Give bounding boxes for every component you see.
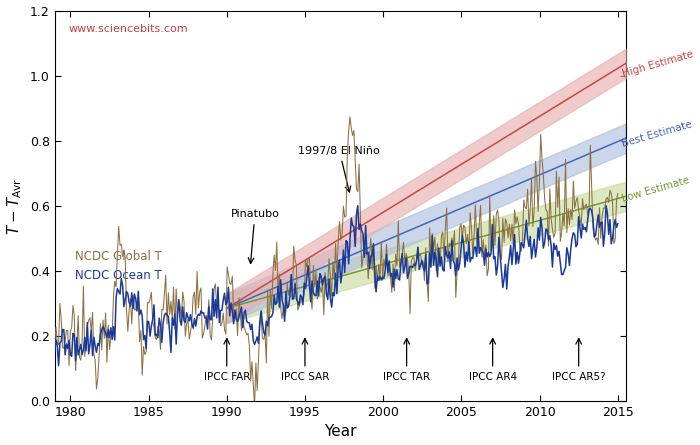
- Text: NCDC Ocean T: NCDC Ocean T: [75, 269, 162, 282]
- X-axis label: Year: Year: [324, 425, 356, 440]
- Text: Pinatubo: Pinatubo: [230, 209, 279, 263]
- Text: IPCC FAR: IPCC FAR: [204, 339, 250, 381]
- Text: IPCC AR4: IPCC AR4: [468, 339, 517, 381]
- Text: IPCC TAR: IPCC TAR: [383, 339, 430, 381]
- Text: IPCC AR5?: IPCC AR5?: [552, 339, 606, 381]
- Y-axis label: $T - T_{\rm Avr}$: $T - T_{\rm Avr}$: [6, 177, 25, 235]
- Text: Low Estimate: Low Estimate: [621, 175, 691, 204]
- Text: Best Estimate: Best Estimate: [621, 119, 694, 149]
- Text: High Estimate: High Estimate: [621, 49, 694, 79]
- Text: www.sciencebits.com: www.sciencebits.com: [69, 24, 188, 34]
- Text: 1997/8 El Niño: 1997/8 El Niño: [298, 146, 380, 192]
- Text: IPCC SAR: IPCC SAR: [281, 339, 329, 381]
- Text: NCDC Global T: NCDC Global T: [75, 250, 162, 263]
